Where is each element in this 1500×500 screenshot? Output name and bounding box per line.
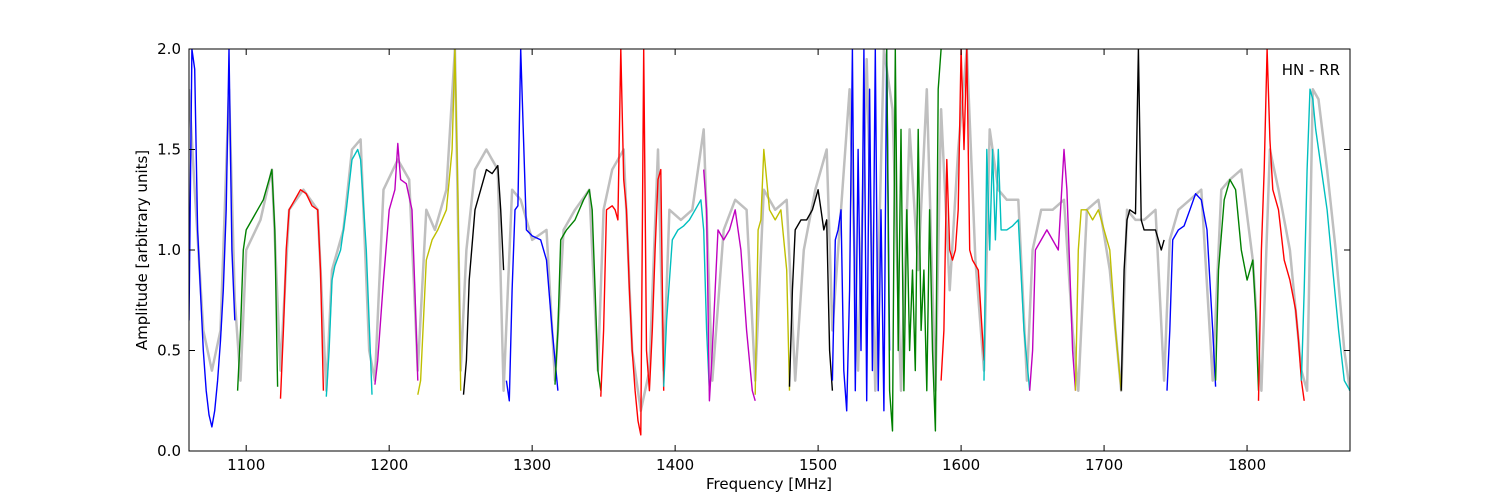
x-tick-label: 1300 [513, 456, 551, 474]
x-tick-label: 1700 [1085, 456, 1123, 474]
series-line-15 [831, 49, 891, 412]
series-line-17 [940, 49, 985, 381]
x-tick-label: 1800 [1228, 456, 1266, 474]
series-line-8 [505, 49, 559, 402]
y-axis: 0.0 0.5 1.0 1.5 2.0 [157, 40, 1350, 460]
series-line-21 [1120, 49, 1165, 391]
series-line-4 [325, 148, 373, 397]
series-line-13 [754, 148, 791, 395]
series-line-14 [788, 188, 834, 391]
series-line-5 [374, 142, 419, 385]
y-tick-label: 1.0 [157, 241, 181, 259]
panel-annotation: HN - RR [1282, 61, 1340, 79]
series-line-23 [1214, 178, 1260, 391]
series-line-22 [1166, 192, 1217, 391]
series-line-24 [1257, 49, 1305, 401]
x-axis: 1100 1200 1300 1400 1500 1600 1700 1800 [227, 49, 1266, 474]
plot-area [189, 49, 1350, 436]
y-tick-label: 0.5 [157, 342, 181, 360]
y-tick-label: 1.5 [157, 141, 181, 159]
x-tick-label: 1600 [942, 456, 980, 474]
series-line-25 [1300, 88, 1350, 392]
series-line-2 [236, 168, 279, 391]
series-line-10 [600, 49, 665, 436]
background-envelope-line [189, 49, 1350, 413]
series-line-12 [703, 169, 756, 402]
series-line-16 [886, 49, 942, 432]
x-axis-label: Frequency [MHz] [706, 475, 832, 493]
series-line-20 [1074, 209, 1122, 391]
series-line-1 [189, 49, 236, 428]
x-tick-label: 1200 [370, 456, 408, 474]
x-tick-label: 1500 [799, 456, 837, 474]
y-tick-label: 0.0 [157, 442, 181, 460]
y-axis-label: Amplitude [arbitrary units] [133, 150, 151, 350]
x-tick-label: 1400 [656, 456, 694, 474]
series-line-19 [1029, 148, 1077, 391]
series-line-11 [663, 199, 711, 391]
series-line-6 [417, 49, 462, 395]
series-line-7 [462, 164, 505, 395]
series-line-18 [983, 148, 1031, 391]
x-tick-label: 1100 [227, 456, 265, 474]
series-line-9 [554, 188, 602, 391]
series-line-3 [279, 188, 325, 399]
y-tick-label: 2.0 [157, 40, 181, 58]
